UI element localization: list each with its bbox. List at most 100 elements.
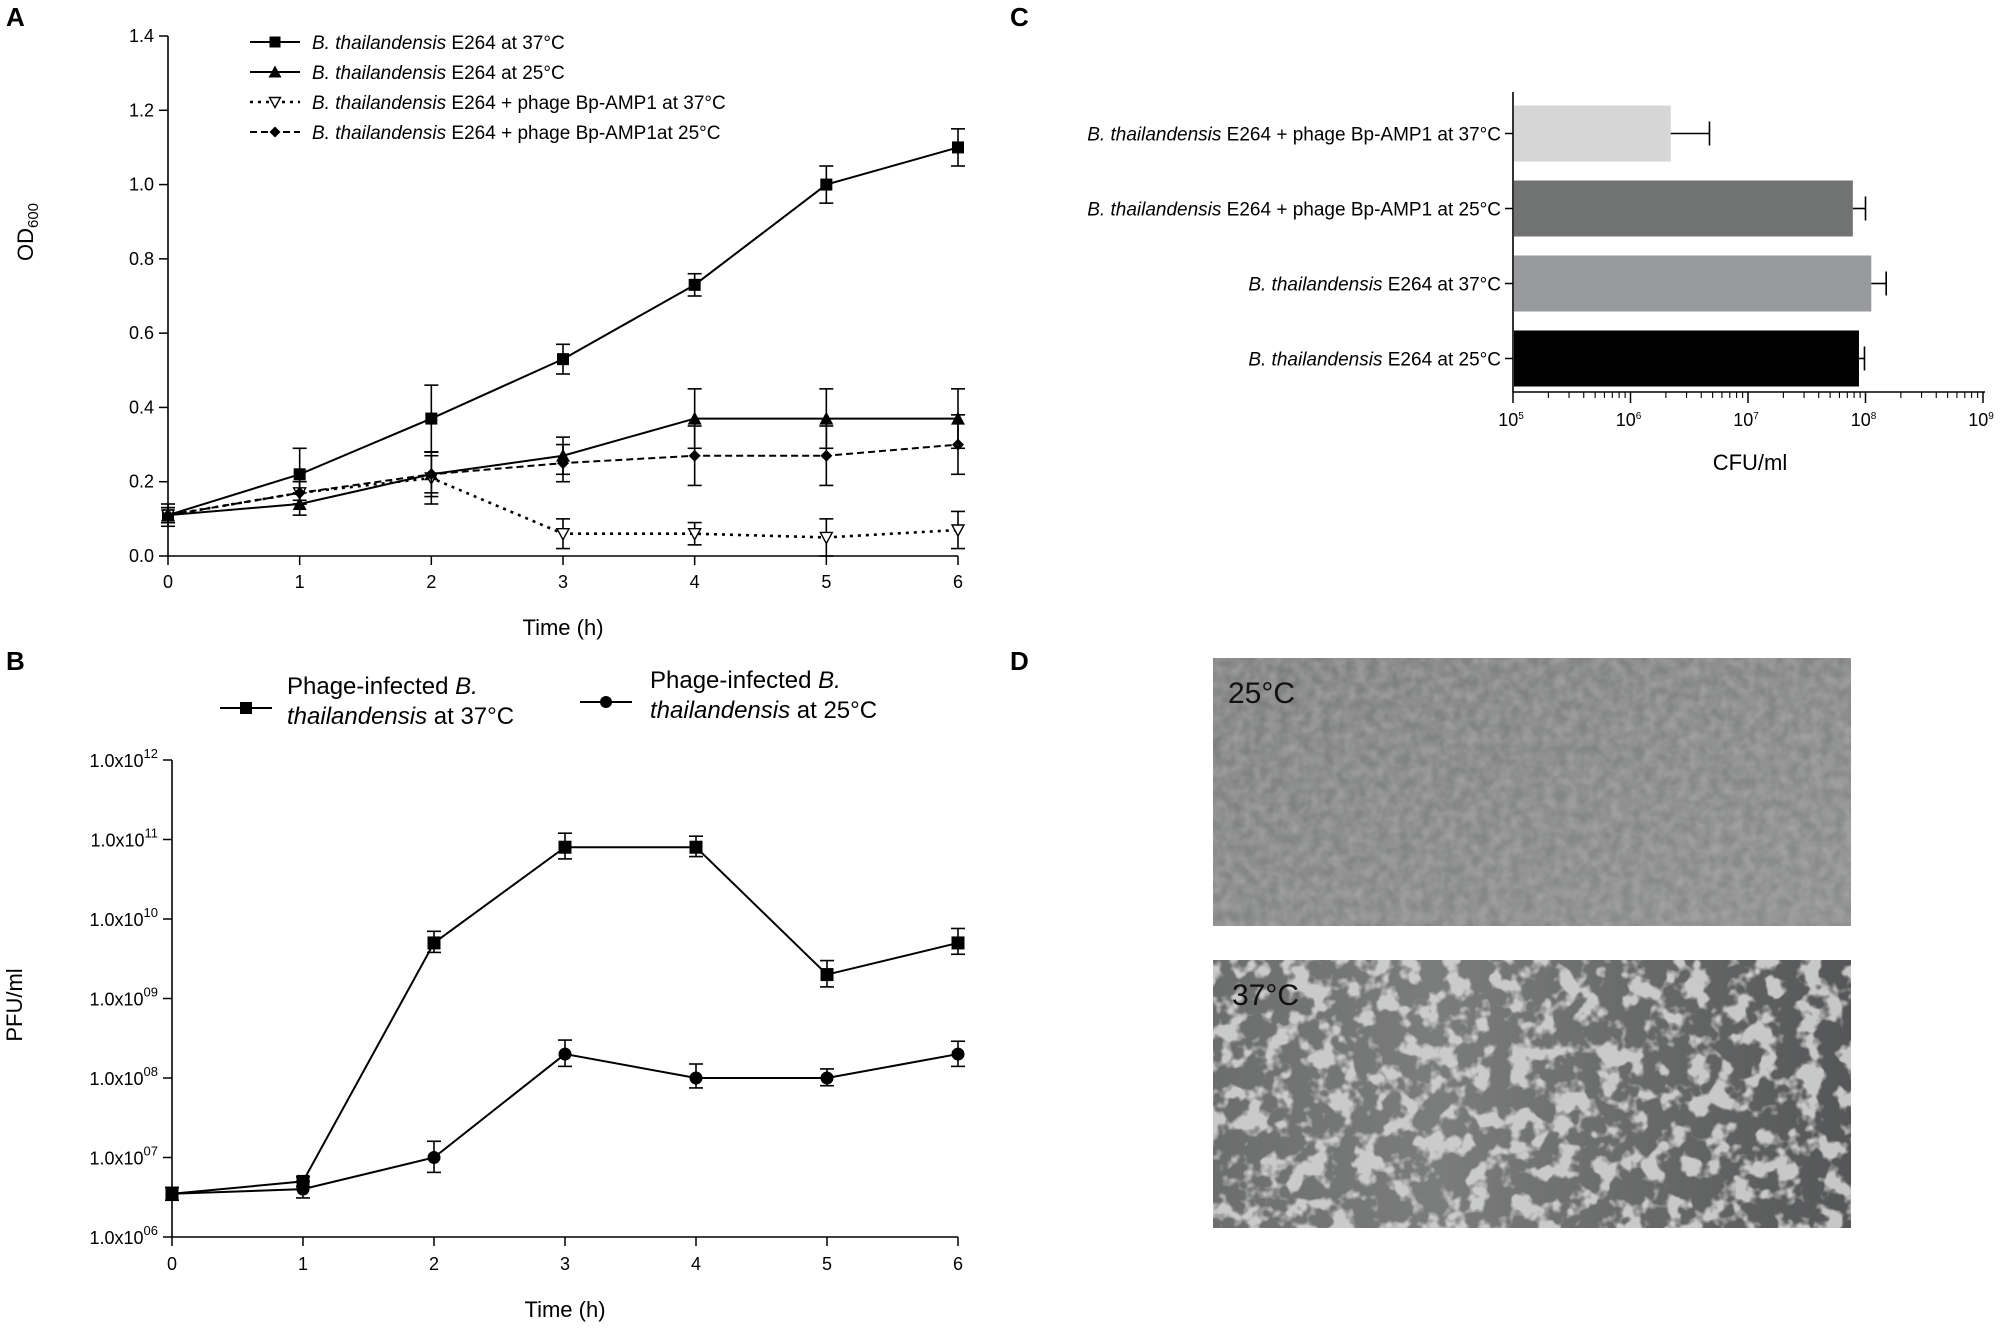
legend-marker (269, 36, 281, 48)
x-tick-label: 4 (691, 1254, 701, 1274)
panel-b-x-label: Time (h) (524, 1297, 605, 1322)
data-point (819, 411, 834, 425)
x-tick-label: 3 (558, 572, 568, 592)
data-point (820, 968, 834, 982)
series-4 (161, 414, 965, 524)
x-tick-label: 2 (426, 572, 436, 592)
data-point (951, 1047, 965, 1061)
x-tick-label: 3 (560, 1254, 570, 1274)
panel-b-legend: Phage-infected B. thailandensis at 37°C Ph… (220, 667, 877, 730)
panel-c-letter: C (1010, 2, 1029, 32)
y-tick-label: 1.0x1010 (89, 905, 158, 930)
data-point (425, 412, 438, 425)
photo-25c-texture (1213, 658, 1851, 926)
y-tick-label: 0.8 (129, 249, 154, 269)
panel-a-x-ticks: 0 1 2 3 4 5 6 (163, 556, 963, 592)
legend-label-line1: Phage-infected B. (650, 667, 841, 694)
photo-25c-label: 25°C (1228, 677, 1295, 710)
legend-entry-4: B. thailandensis E264 + phage Bp-AMP1at … (250, 123, 720, 144)
legend-label-line2: thailandensis at 37°C (287, 703, 514, 730)
series-1 (161, 128, 965, 528)
panel-d-letter: D (1010, 646, 1029, 676)
category-label: B. thailandensis E264 at 25°C (1248, 350, 1501, 371)
data-point (687, 528, 702, 542)
bar-group-1: B. thailandensis E264 + phage Bp-AMP1 at… (1087, 105, 1711, 162)
panel-a-x-label: Time (h) (522, 615, 603, 640)
data-point (951, 936, 965, 950)
photo-25c: 25°C (1213, 658, 1851, 926)
panel-b-y-ticks: 1.0x1006 1.0x1007 1.0x1008 1.0x1009 1.0x1010… (89, 746, 172, 1248)
bar-group-2: B. thailandensis E264 + phage Bp-AMP1 at… (1087, 180, 1867, 237)
data-point (820, 1071, 834, 1085)
data-point (688, 278, 701, 291)
panel-b-y-label: PFU/ml (2, 968, 27, 1041)
photo-37c: 37°C (1213, 960, 1851, 1228)
category-label: B. thailandensis E264 + phage Bp-AMP1 at… (1087, 125, 1501, 146)
x-tick-label: 1 (298, 1254, 308, 1274)
x-tick-label: 6 (953, 1254, 963, 1274)
panel-c: C B. thailandensis E264 + phage Bp-AMP1 … (1010, 2, 1994, 475)
series-2 (165, 1039, 965, 1202)
x-tick-label: 0 (163, 572, 173, 592)
x-tick-label: 6 (953, 572, 963, 592)
x-tick-label: 5 (821, 572, 831, 592)
legend-marker (269, 126, 281, 138)
panel-c-x-label: CFU/ml (1713, 450, 1788, 475)
x-tick-label: 106 (1616, 410, 1642, 430)
panel-c-x-ticks: 105 106 107 108 109 (1498, 392, 1994, 430)
data-point (162, 509, 174, 522)
data-point (687, 411, 702, 425)
bar-group-4: B. thailandensis E264 at 25°C (1248, 330, 1866, 387)
x-tick-label: 109 (1968, 410, 1994, 430)
legend-label: B. thailandensis E264 + phage Bp-AMP1at … (312, 123, 720, 144)
photo-37c-plaques (1213, 960, 1851, 1228)
bar (1514, 180, 1853, 237)
data-point (688, 449, 701, 462)
panel-b: B 1.0x10061.0x10071.0x10081.0x10091.0x10… (2, 646, 965, 1322)
panel-b-x-ticks: 0 1 2 3 4 5 6 (167, 1237, 963, 1274)
legend-marker (240, 702, 252, 714)
legend-entry-2: Phage-infected B. thailandensis at 25°C (580, 667, 877, 724)
y-tick-label: 1.0x1007 (89, 1144, 158, 1169)
legend-label: B. thailandensis E264 + phage Bp-AMP1 at… (312, 93, 726, 114)
data-point (296, 1182, 310, 1196)
data-point (820, 449, 833, 462)
data-point (293, 486, 306, 499)
legend-entry-1: B. thailandensis E264 at 37°C (250, 33, 565, 54)
data-point (427, 936, 441, 950)
x-tick-label: 107 (1733, 410, 1759, 430)
data-point (558, 840, 572, 854)
panel-b-series (165, 832, 965, 1202)
bar (1514, 255, 1872, 312)
legend-marker (268, 65, 282, 78)
y-tick-label: 0.0 (129, 546, 154, 566)
x-tick-label: 4 (690, 572, 700, 592)
panel-b-plot: 1.0x1006 1.0x1007 1.0x1008 1.0x1009 1.0x1010… (2, 667, 965, 1322)
x-tick-label: 5 (822, 1254, 832, 1274)
photo-37c-label: 37°C (1232, 979, 1299, 1012)
bar (1514, 105, 1671, 162)
panel-a-y-label: OD600 (13, 203, 42, 261)
category-label: B. thailandensis E264 at 37°C (1248, 275, 1501, 296)
series-line (171, 846, 959, 1195)
data-point (558, 1047, 572, 1061)
data-point (555, 528, 571, 542)
data-point (820, 178, 833, 191)
data-point (952, 141, 964, 154)
data-point (293, 468, 306, 481)
y-tick-label: 1.0x1006 (89, 1223, 158, 1248)
y-tick-label: 1.4 (129, 26, 154, 46)
legend-entry-2: B. thailandensis E264 at 25°C (250, 63, 565, 84)
panel-a-letter: A (6, 2, 25, 32)
data-point (689, 840, 703, 854)
series-1 (165, 832, 965, 1202)
y-tick-label: 1.0x1011 (90, 826, 158, 851)
legend-label-line2: thailandensis at 25°C (650, 697, 877, 724)
panel-a-legend: B. thailandensis E264 at 37°C B. thailand… (250, 33, 726, 144)
series-line (171, 1053, 959, 1195)
legend-entry-3: B. thailandensis E264 + phage Bp-AMP1 at… (250, 93, 726, 114)
panel-d: D 25°C 37°C (1010, 646, 1851, 1228)
panel-a: A 0.0 0.2 0.4 0.6 0.8 1.0 1.2 1.4 0 1 2 3 4 5 6 Time … (6, 2, 966, 640)
x-tick-label: 2 (429, 1254, 439, 1274)
panel-a-y-ticks: 0.0 0.2 0.4 0.6 0.8 1.0 1.2 1.4 (129, 26, 168, 566)
